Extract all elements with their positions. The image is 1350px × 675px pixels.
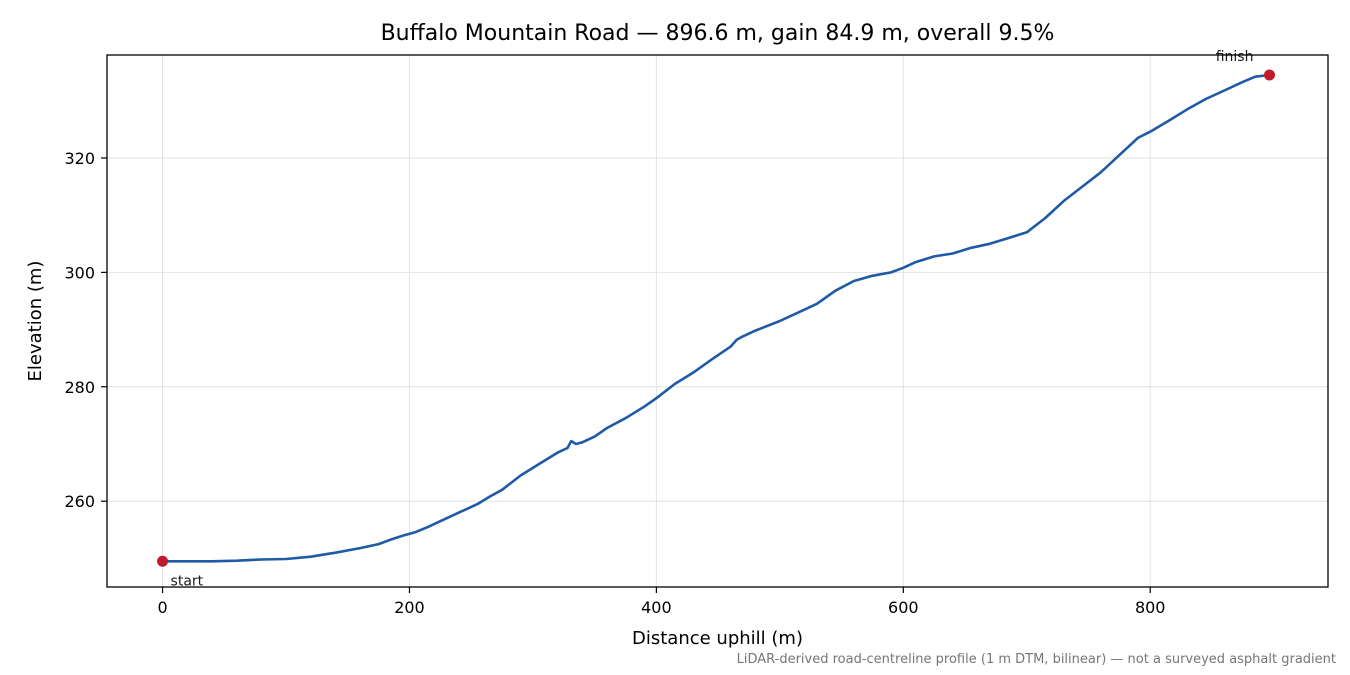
y-tick-label: 280 bbox=[64, 378, 95, 397]
x-tick-label: 800 bbox=[1135, 598, 1166, 617]
y-axis-label: Elevation (m) bbox=[25, 260, 46, 382]
y-tick-label: 320 bbox=[64, 149, 95, 168]
x-tick-label: 200 bbox=[394, 598, 425, 617]
grid-lines bbox=[107, 55, 1328, 587]
chart-title: Buffalo Mountain Road — 896.6 m, gain 84… bbox=[380, 21, 1055, 46]
endpoint-marker-finish bbox=[1263, 69, 1275, 81]
x-tick-label: 400 bbox=[641, 598, 672, 617]
x-tick-label: 0 bbox=[157, 598, 167, 617]
y-tick-label: 260 bbox=[64, 492, 95, 511]
x-tick-label: 600 bbox=[888, 598, 919, 617]
footnote: LiDAR-derived road-centreline profile (1… bbox=[736, 652, 1336, 667]
annotation-finish: finish bbox=[1216, 49, 1254, 65]
axis-ticks: 0 200 400 600 800 260 280 300 320 bbox=[64, 149, 1165, 617]
endpoint-markers: start finish bbox=[157, 49, 1275, 589]
x-axis-label: Distance uphill (m) bbox=[632, 628, 803, 649]
endpoint-marker-start bbox=[157, 555, 169, 567]
elevation-profile-line bbox=[161, 73, 1271, 563]
y-tick-label: 300 bbox=[64, 263, 95, 282]
annotation-start: start bbox=[171, 573, 204, 589]
plot-frame bbox=[106, 54, 1329, 588]
